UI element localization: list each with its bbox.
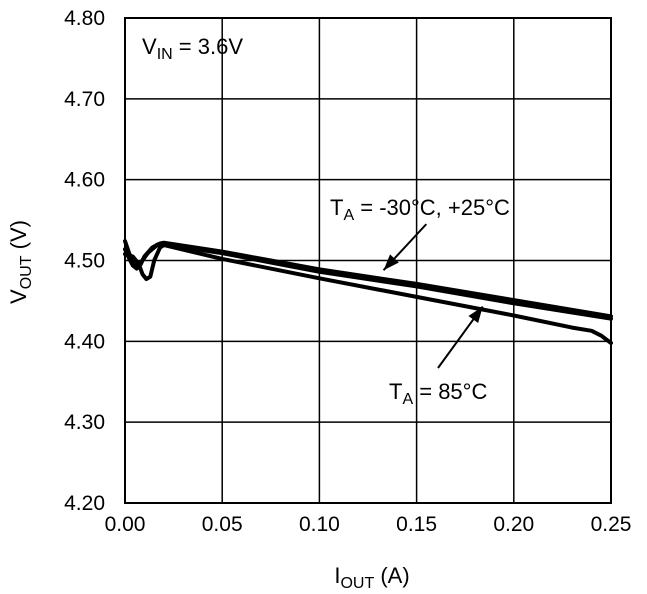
- plot-frame: [124, 17, 612, 504]
- y-axis-label: VOUT (V): [6, 220, 35, 304]
- annotation-arrowhead: [468, 306, 483, 324]
- y-tick-label: 4.30: [64, 411, 105, 434]
- y-tick-label: 4.40: [64, 330, 105, 353]
- condition-label: VIN = 3.6V: [142, 34, 243, 63]
- x-tick-label: 0.05: [202, 513, 243, 536]
- x-tick-label: 0.15: [396, 513, 437, 536]
- y-tick-label: 4.70: [64, 88, 105, 111]
- x-tick-label: 0.25: [591, 513, 632, 536]
- grid: [125, 18, 611, 503]
- series-group: [123, 239, 613, 345]
- series-line-ta-25: [123, 242, 613, 321]
- y-tick-label: 4.60: [64, 169, 105, 192]
- annotation-ta-85: TA = 85°C: [389, 379, 487, 408]
- y-tick-label: 4.20: [64, 492, 105, 515]
- x-tick-label: 0.10: [299, 513, 340, 536]
- annotations: [382, 223, 484, 369]
- annotation-arrowhead: [383, 254, 399, 271]
- annotation-ta-cold-room: TA = -30°C, +25°C: [330, 195, 510, 224]
- x-tick-labels: 0.00 0.05 0.10 0.15 0.20 0.25: [105, 513, 632, 536]
- y-tick-label: 4.50: [64, 250, 105, 273]
- x-tick-label: 0.20: [493, 513, 534, 536]
- x-axis-label: IOUT (A): [334, 563, 409, 592]
- y-tick-labels: 4.20 4.30 4.40 4.50 4.60 4.70 4.80: [64, 7, 105, 515]
- x-tick-label: 0.00: [105, 513, 146, 536]
- series-line-ta-85: [123, 243, 613, 345]
- y-tick-label: 4.80: [64, 7, 105, 30]
